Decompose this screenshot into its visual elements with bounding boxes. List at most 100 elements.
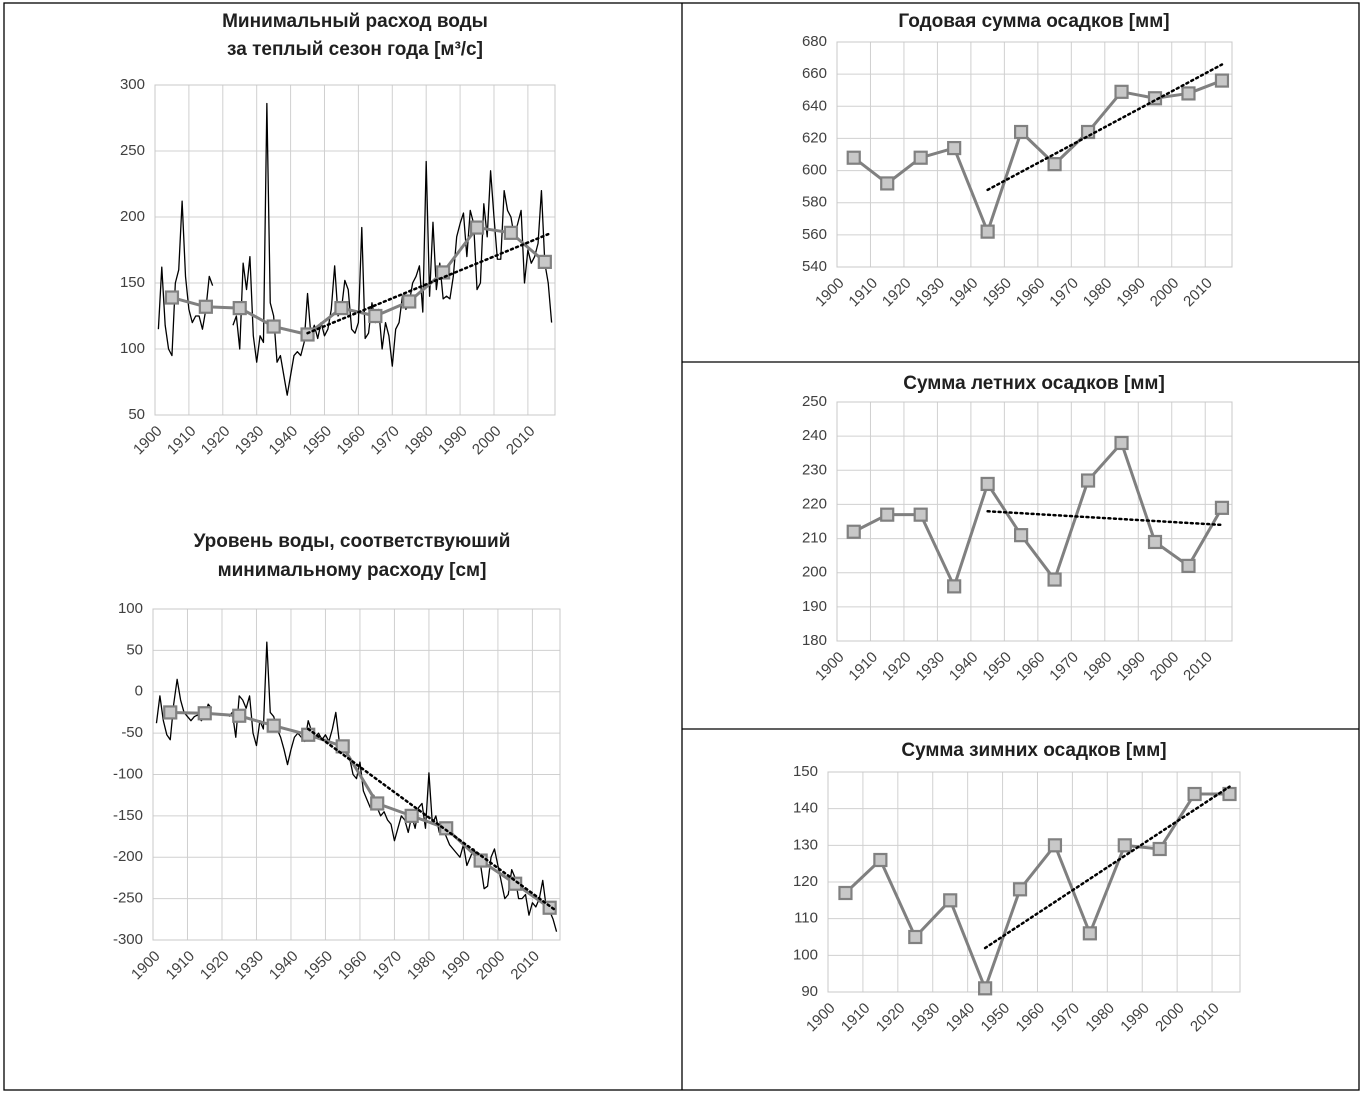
- x-tick-label: 2000: [469, 423, 505, 459]
- marker: [1147, 534, 1163, 550]
- marker: [537, 254, 552, 269]
- marker: [1047, 572, 1062, 587]
- x-tick-label: 1990: [438, 948, 474, 984]
- marker: [943, 893, 958, 908]
- y-tick-label: 560: [802, 226, 827, 243]
- marker: [947, 579, 962, 594]
- plot-frame: [152, 608, 561, 941]
- x-tick-label: 1960: [1013, 275, 1049, 311]
- y-tick-label: 100: [118, 600, 143, 617]
- marker: [335, 739, 350, 754]
- x-tick-label: 1910: [838, 1000, 874, 1036]
- marker: [1114, 435, 1129, 451]
- x-tick-label: 1930: [232, 423, 268, 459]
- y-tick-label: 50: [128, 406, 145, 423]
- marker: [301, 727, 316, 742]
- plot-frame: [154, 84, 556, 416]
- y-tick-label: 200: [802, 564, 827, 581]
- x-tick-label: 1940: [946, 649, 982, 685]
- marker: [266, 718, 281, 733]
- y-tick-label: 580: [802, 194, 827, 211]
- marker: [1114, 84, 1129, 99]
- chart-title: Минимальный расход воды: [222, 11, 488, 32]
- x-tick-label: 1970: [1046, 649, 1082, 685]
- y-tick-label: 190: [802, 598, 827, 615]
- marker: [508, 876, 523, 891]
- x-tick-label: 1990: [1117, 1000, 1153, 1036]
- plot-frame: [836, 401, 1233, 642]
- x-tick-label: 2000: [1147, 275, 1183, 311]
- x-tick-label: 1920: [873, 1000, 909, 1036]
- trend-line: [986, 63, 1224, 192]
- x-tick-label: 1900: [803, 1000, 839, 1036]
- trend-line: [986, 510, 1224, 527]
- x-tick-label: 1980: [1082, 1000, 1118, 1036]
- y-tick-label: 50: [126, 641, 143, 658]
- marker: [913, 507, 928, 522]
- marker: [913, 150, 928, 165]
- x-tick-label: 1950: [979, 649, 1015, 685]
- y-tick-label: 150: [120, 274, 145, 291]
- x-tick-label: 1970: [1046, 275, 1082, 311]
- y-tick-label: 130: [793, 836, 818, 853]
- y-tick-label: -100: [113, 765, 143, 782]
- x-tick-label: 1950: [300, 948, 336, 984]
- y-tick-label: 200: [120, 208, 145, 225]
- marker: [503, 225, 519, 240]
- x-tick-label: 1970: [367, 423, 403, 459]
- x-tick-label: 1900: [812, 649, 848, 685]
- x-tick-label: 1980: [1080, 275, 1116, 311]
- marker: [1047, 838, 1063, 853]
- marker: [880, 507, 895, 522]
- marker: [1181, 558, 1196, 573]
- trend-line: [306, 727, 558, 913]
- x-tick-label: 1930: [231, 948, 267, 984]
- x-tick-label: 1910: [845, 275, 881, 311]
- marker: [873, 852, 888, 868]
- x-tick-label: 1970: [1047, 1000, 1083, 1036]
- marker: [163, 705, 178, 720]
- x-tick-label: 1920: [879, 275, 915, 311]
- x-tick-label: 2010: [1180, 275, 1216, 311]
- y-tick-label: -300: [113, 931, 143, 948]
- x-tick-label: 2000: [473, 948, 509, 984]
- marker: [1082, 926, 1097, 941]
- marker: [1181, 86, 1196, 101]
- plot-frame: [836, 41, 1233, 268]
- y-tick-label: -150: [113, 807, 143, 824]
- x-tick-label: 1980: [401, 423, 437, 459]
- y-tick-label: 150: [793, 763, 818, 780]
- series-line: [155, 641, 558, 932]
- y-tick-label: 100: [120, 340, 145, 357]
- x-tick-label: 1980: [1080, 649, 1116, 685]
- x-tick-label: 1940: [266, 948, 302, 984]
- marker: [980, 476, 995, 492]
- y-tick-label: 250: [802, 393, 827, 410]
- y-tick-label: 620: [802, 129, 827, 146]
- x-tick-label: 2010: [503, 423, 539, 459]
- marker: [197, 706, 212, 721]
- x-tick-label: 1920: [879, 649, 915, 685]
- y-tick-label: 90: [801, 983, 818, 1000]
- x-tick-label: 1960: [1013, 1000, 1049, 1036]
- series-line: [157, 102, 553, 396]
- marker: [846, 524, 861, 539]
- x-tick-label: 2000: [1147, 649, 1183, 685]
- y-tick-label: -250: [113, 890, 143, 907]
- marker: [368, 308, 383, 324]
- marker: [846, 150, 861, 165]
- y-tick-label: 220: [802, 495, 827, 512]
- marker: [334, 300, 349, 316]
- x-tick-label: 1900: [128, 948, 164, 984]
- y-tick-label: 250: [120, 142, 145, 159]
- marker: [370, 796, 385, 811]
- y-tick-label: 100: [793, 946, 818, 963]
- marker: [439, 821, 454, 836]
- x-tick-label: 1910: [164, 423, 200, 459]
- chart-title: Уровень воды, соответствуюший: [194, 531, 511, 552]
- x-tick-label: 1930: [912, 275, 948, 311]
- marker: [1047, 157, 1062, 172]
- x-tick-label: 1920: [197, 948, 233, 984]
- y-tick-label: 110: [794, 910, 818, 927]
- x-tick-label: 1990: [1113, 649, 1149, 685]
